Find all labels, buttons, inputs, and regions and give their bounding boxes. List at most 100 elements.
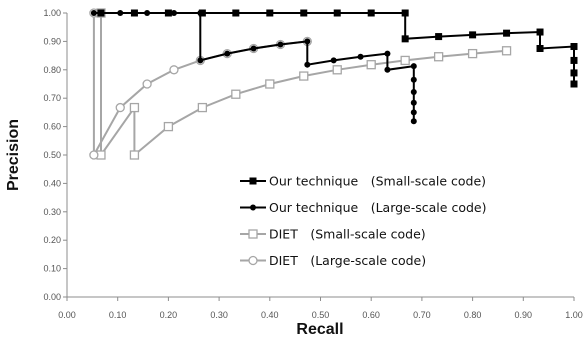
data-point	[142, 79, 152, 89]
data-point	[401, 9, 409, 17]
data-point	[115, 102, 125, 113]
data-point	[367, 9, 375, 17]
data-point	[224, 50, 231, 57]
legend-item-3: DIET (Small-scale code)	[240, 227, 426, 242]
series-line	[101, 12, 575, 84]
data-point	[410, 63, 417, 70]
series-3	[96, 8, 512, 160]
legend-label: Our technique (Small-scale code)	[269, 174, 486, 189]
y-axis-title: Precision	[5, 119, 22, 191]
x-tick-label: 0.20	[160, 310, 178, 320]
data-point	[384, 50, 391, 57]
y-tick-label: 0.90	[43, 36, 61, 46]
data-point	[129, 150, 140, 160]
legend-marker	[250, 204, 256, 211]
data-point	[400, 55, 410, 66]
data-point	[304, 38, 311, 45]
y-tick-label: 0.80	[43, 65, 61, 75]
data-point	[333, 9, 341, 17]
data-point	[332, 65, 342, 75]
legend-background	[222, 168, 554, 284]
data-point	[435, 33, 443, 41]
x-tick-label: 0.00	[58, 310, 76, 320]
data-point	[410, 88, 417, 95]
data-point	[433, 52, 444, 62]
data-point	[469, 31, 477, 39]
data-point	[144, 10, 151, 16]
legend-label: Our technique (Large-scale code)	[269, 200, 486, 215]
data-point	[163, 121, 174, 132]
series-line	[93, 12, 415, 122]
data-point	[197, 102, 208, 113]
legend-label: DIET (Large-scale code)	[269, 253, 426, 268]
y-tick-label: 1.00	[43, 8, 61, 18]
y-tick-label: 0.30	[43, 207, 61, 217]
x-axis-title: Recall	[296, 321, 343, 338]
x-tick-label: 0.10	[109, 310, 127, 320]
data-point	[467, 48, 478, 59]
data-point	[410, 118, 417, 125]
data-point	[503, 29, 511, 37]
y-tick-label: 0.10	[43, 264, 61, 274]
data-point	[231, 89, 241, 99]
legend-item-4: DIET (Large-scale code)	[240, 253, 426, 268]
data-point	[357, 53, 364, 60]
legend-marker	[248, 229, 258, 239]
data-point	[117, 10, 124, 16]
data-point	[401, 35, 409, 43]
data-point	[536, 28, 544, 36]
data-point	[265, 79, 275, 89]
data-point	[170, 10, 177, 16]
data-point	[410, 76, 417, 83]
legend-label: DIET (Small-scale code)	[269, 227, 426, 242]
legend-item-1: Our technique (Small-scale code)	[240, 174, 486, 189]
x-tick-label: 0.60	[362, 310, 380, 320]
x-tick-label: 0.80	[464, 310, 482, 320]
x-tick-label: 0.90	[515, 310, 533, 320]
data-point	[536, 45, 544, 52]
data-point	[89, 150, 99, 160]
series-layer	[89, 8, 578, 160]
data-point	[570, 56, 578, 64]
data-point	[384, 66, 391, 73]
data-point	[197, 10, 204, 16]
data-point	[366, 60, 376, 70]
data-point	[90, 10, 97, 16]
data-point	[266, 9, 274, 17]
data-point	[129, 102, 140, 113]
legend-marker	[249, 177, 257, 185]
x-tick-label: 1.00	[565, 310, 583, 320]
series-2	[90, 10, 417, 125]
y-tick-label: 0.20	[43, 235, 61, 245]
x-tick-label: 0.40	[261, 310, 279, 320]
x-tick-label: 0.30	[210, 310, 228, 320]
legend-item-2: Our technique (Large-scale code)	[240, 200, 486, 215]
data-point	[501, 46, 512, 56]
data-point	[410, 109, 417, 116]
data-point	[570, 80, 578, 88]
legend-marker	[248, 255, 258, 266]
data-point	[299, 71, 309, 81]
series-1	[97, 9, 578, 88]
y-tick-label: 0.50	[43, 150, 61, 160]
data-point	[277, 41, 284, 48]
data-point	[304, 61, 311, 68]
data-point	[300, 9, 308, 17]
axes: 0.00 0.10 0.20 0.30 0.40 0.50 0.60 0.70 0.80 0.90…	[43, 8, 582, 320]
x-tick-label: 0.70	[413, 310, 431, 320]
data-point	[410, 99, 417, 106]
y-tick-label: 0.70	[43, 93, 61, 103]
y-tick-label: 0.00	[43, 292, 61, 302]
data-point	[232, 9, 240, 17]
data-point	[570, 69, 578, 77]
x-tick-label: 0.50	[312, 310, 330, 320]
data-point	[250, 45, 257, 52]
data-point	[330, 57, 337, 64]
y-tick-label: 0.60	[43, 122, 61, 132]
data-point	[169, 65, 179, 75]
series-line	[100, 13, 507, 159]
y-tick-label: 0.40	[43, 178, 61, 188]
data-point	[570, 43, 578, 51]
data-point	[197, 57, 204, 64]
